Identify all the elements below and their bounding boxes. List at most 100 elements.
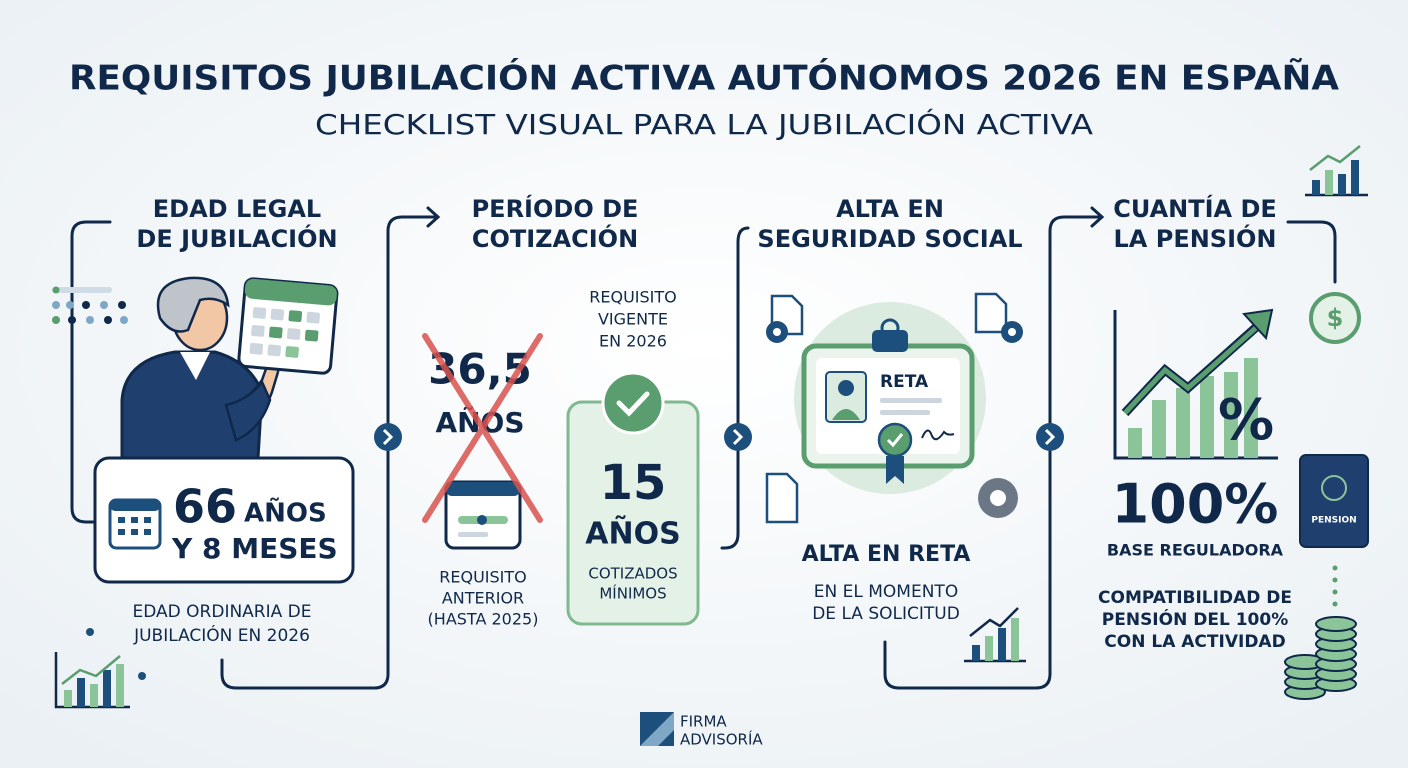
connectors xyxy=(70,206,1337,690)
calendar-illustration-part-part xyxy=(251,325,265,337)
dots-decor-part xyxy=(86,316,94,324)
logo-part xyxy=(640,712,674,746)
passport-part xyxy=(1321,475,1347,501)
currency-symbol: $ xyxy=(1327,304,1344,332)
dots-decor-part xyxy=(52,286,60,294)
mini-chart-part xyxy=(998,628,1006,661)
current-requirement-part xyxy=(616,391,650,417)
calendar-icon-part-part xyxy=(144,529,151,535)
caption: COTIZADOS xyxy=(588,565,677,583)
dots-decor-part xyxy=(104,316,112,324)
growth-chart-part-part xyxy=(1200,376,1214,458)
mini-chart-part xyxy=(1309,145,1361,171)
growth-chart-part xyxy=(1128,358,1258,458)
connectors-part xyxy=(883,215,1102,690)
mini-chart-part xyxy=(1312,180,1320,195)
document-icons-part xyxy=(974,292,1008,334)
calendar-illustration-part-part xyxy=(288,310,303,322)
caption: PENSIÓN DEL 100% xyxy=(1102,608,1288,630)
calendar-icon-part xyxy=(477,515,487,525)
heading: ALTA EN xyxy=(836,195,944,223)
growth-chart-part xyxy=(1113,310,1278,460)
document-icons xyxy=(765,292,1023,524)
label: VIGENTE xyxy=(598,310,668,329)
caption: JUBILACIÓN EN 2026 xyxy=(133,624,310,646)
mini-chart-part xyxy=(86,628,94,636)
calendar-icon-part xyxy=(118,517,151,535)
chevron-part xyxy=(374,423,402,451)
chevron xyxy=(374,423,402,451)
cross-out xyxy=(422,333,543,523)
chevron-part xyxy=(382,428,394,446)
heading: LA PENSIÓN xyxy=(1114,223,1277,253)
calendar-illustration-part-part xyxy=(270,308,285,321)
document-icons-part-part xyxy=(1008,328,1016,336)
growth-chart-part xyxy=(1123,324,1260,415)
id-card-part xyxy=(886,433,904,448)
logo-text: ADVISORÍA xyxy=(680,730,763,749)
id-card-part xyxy=(921,429,955,441)
calendar-icon-part xyxy=(458,532,488,537)
caption: EDAD ORDINARIA DE xyxy=(133,602,312,622)
growth-chart: % xyxy=(1113,308,1278,460)
amount-caption: BASE REGULADORA xyxy=(1107,541,1284,560)
coins xyxy=(1284,616,1357,700)
calendar-illustration-part-part xyxy=(286,328,301,340)
age-value: 66 xyxy=(173,480,237,534)
id-card-part xyxy=(838,380,854,396)
current-unit: AÑOS xyxy=(585,515,680,552)
connectors-part xyxy=(1090,206,1105,228)
currency-icon: $ xyxy=(1309,292,1361,344)
connectors-part xyxy=(220,215,438,690)
calendar-icon-part-part xyxy=(131,529,138,535)
chevron xyxy=(724,423,752,451)
caption: COMPATIBILIDAD DE xyxy=(1098,588,1292,608)
mini-chart-part xyxy=(90,684,98,707)
caption: REQUISITO xyxy=(439,568,527,587)
document-icons-part xyxy=(773,328,1016,506)
dots-decor-part xyxy=(52,316,60,324)
growth-chart-part-part xyxy=(1224,372,1238,458)
caption: ANTERIOR xyxy=(442,589,524,608)
heading: SEGURIDAD SOCIAL xyxy=(757,225,1022,253)
current-requirement-part xyxy=(601,371,665,435)
chevron-part xyxy=(1044,428,1056,446)
calendar-illustration-part-part xyxy=(267,344,282,357)
growth-chart-part-part xyxy=(1128,428,1142,458)
mini-chart-part xyxy=(1011,618,1019,661)
heading: PERÍODO DE xyxy=(472,194,639,223)
current-requirement: REQUISITO VIGENTE EN 2026 15 AÑOS COTIZA… xyxy=(566,288,700,626)
caption: (HASTA 2025) xyxy=(428,610,539,629)
current-value: 15 xyxy=(600,455,667,511)
calendar-illustration-part-part xyxy=(285,346,299,358)
dots-part xyxy=(1332,565,1338,571)
heading: COTIZACIÓN xyxy=(472,223,638,253)
dots-decor-part xyxy=(120,316,128,324)
heading: EDAD LEGAL xyxy=(153,195,321,223)
step-registration: ALTA EN SEGURIDAD SOCIAL RETA ALTA EN RE… xyxy=(757,195,1026,663)
passport: PENSION xyxy=(1299,454,1369,548)
cross-out-part xyxy=(422,333,543,523)
step-amount: CUANTÍA DE LA PENSIÓN % 100% BASE REGULA… xyxy=(1098,145,1369,700)
caption: CON LA ACTIVIDAD xyxy=(1104,632,1285,652)
passport-label: PENSION xyxy=(1311,516,1356,526)
calendar-illustration xyxy=(237,277,339,375)
growth-chart-part-part xyxy=(1244,358,1258,458)
calendar-illustration-part xyxy=(249,307,321,358)
dots-decor-part xyxy=(52,301,60,309)
heading: CUANTÍA DE xyxy=(1113,194,1277,223)
dots-part xyxy=(1332,601,1338,607)
id-card-part xyxy=(880,318,900,338)
document-icons-part-part xyxy=(990,490,1006,506)
calendar-illustration-part-part xyxy=(249,342,264,355)
previous-requirement: 36,5 AÑOS REQUISITO ANTERIOR (HASTA 2025… xyxy=(422,333,543,629)
mini-chart-part xyxy=(138,672,146,680)
card-label: RETA xyxy=(880,372,929,392)
dots-decor xyxy=(52,286,128,324)
step-age: EDAD LEGAL DE JUBILACIÓN 66 AÑOS Y 8 MES… xyxy=(52,195,355,709)
calendar-icon-part-part xyxy=(131,517,138,523)
calendar-illustration-part-part xyxy=(252,307,267,319)
person-illustration-part xyxy=(156,276,230,333)
